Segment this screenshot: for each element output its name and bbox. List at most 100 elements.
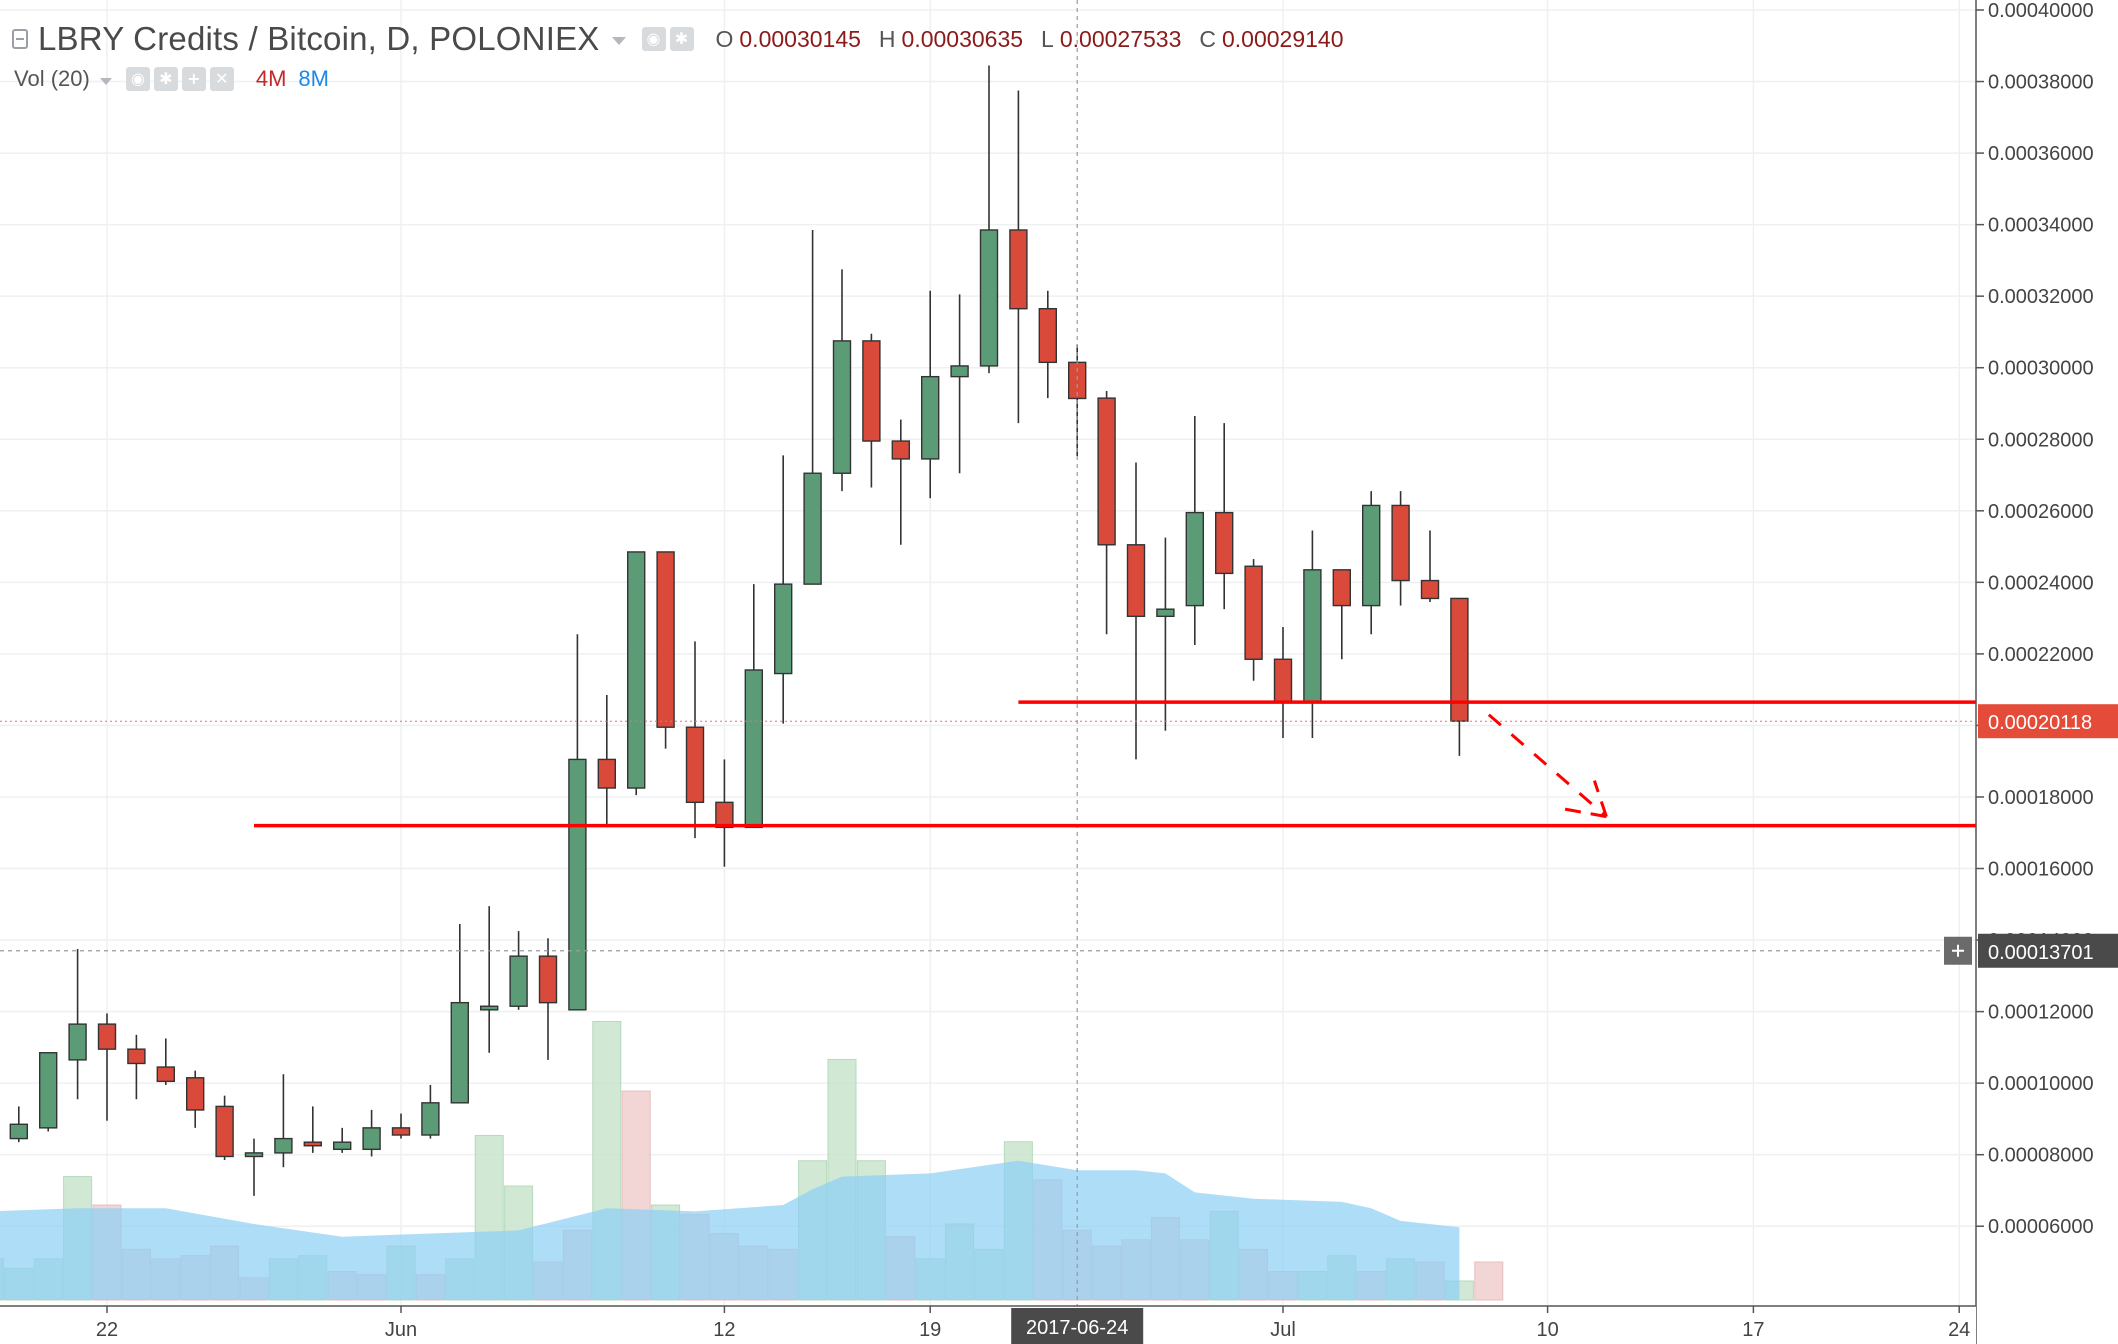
volume-indicator-label[interactable]: Vol (20) — [14, 66, 90, 91]
high-key: H — [878, 25, 896, 52]
projection-arrowhead — [1592, 780, 1608, 818]
last-price-bg — [1978, 704, 2118, 739]
candle-body — [480, 1005, 499, 1011]
candle-body — [1450, 597, 1469, 722]
candle-body — [1126, 544, 1146, 618]
candle-body — [627, 551, 646, 789]
candle-body — [891, 440, 910, 460]
y-tick-label: 0.00028000 — [1988, 429, 2094, 451]
y-tick-label: 0.00022000 — [1988, 644, 2094, 666]
x-tick-label: 17 — [1742, 1319, 1764, 1341]
candle-body — [1244, 565, 1263, 660]
close-icon[interactable]: ✕ — [209, 67, 234, 91]
candle-body — [156, 1066, 176, 1083]
volume-value: 4M — [255, 66, 287, 91]
candles — [9, 65, 1469, 1196]
candle-body — [215, 1105, 234, 1158]
candle-body — [509, 955, 528, 1007]
y-tick-label: 0.00038000 — [1988, 72, 2094, 94]
candle-body — [68, 1023, 87, 1061]
candle-body — [832, 340, 852, 474]
crosshair-price-label: 0.00013701 — [1988, 942, 2094, 964]
volume-ma-value: 8M — [298, 66, 329, 91]
chevron-down-icon[interactable] — [611, 37, 626, 45]
high-value: 0.00030635 — [901, 25, 1024, 52]
candle-body — [362, 1127, 381, 1151]
candle-body — [450, 1001, 469, 1104]
x-tick-label: Jun — [385, 1319, 417, 1341]
open-value: 0.00030145 — [739, 25, 861, 52]
candle-body — [921, 375, 940, 460]
y-tick-label: 0.00026000 — [1988, 501, 2094, 523]
candle-body — [9, 1123, 29, 1140]
candle-body — [1273, 658, 1293, 703]
y-tick-label: 0.00012000 — [1988, 1002, 2094, 1024]
gear-icon[interactable]: ✱ — [669, 27, 694, 51]
chevron-down-icon[interactable] — [99, 77, 112, 85]
projection-arrow — [1487, 713, 1608, 818]
y-tick-label: 0.00018000 — [1988, 787, 2094, 809]
crosshair-price-bg — [1978, 933, 2118, 968]
y-tick-label: 0.00040000 — [1988, 0, 2094, 22]
candle-body — [744, 669, 763, 829]
candle-body — [244, 1152, 264, 1158]
y-tick-label: 0.00030000 — [1988, 358, 2094, 380]
volume-bar — [1474, 1261, 1504, 1301]
candle-body — [333, 1141, 352, 1151]
candle-body — [685, 726, 705, 804]
drawings[interactable] — [0, 0, 2018, 1306]
x-tick-label: 19 — [919, 1319, 941, 1341]
volume-pane — [0, 1020, 1504, 1301]
x-tick-label: 24 — [1948, 1319, 1970, 1341]
chart-title[interactable]: LBRY Credits / Bitcoin, D, POLONIEX — [38, 20, 600, 57]
candle-body — [1185, 511, 1205, 607]
candle-body — [97, 1023, 117, 1050]
open-key: O — [715, 25, 734, 52]
eye-icon[interactable]: ◉ — [125, 67, 150, 91]
candle-body — [1156, 608, 1175, 618]
candle-body — [1009, 229, 1028, 310]
y-tick-label: 0.00008000 — [1988, 1145, 2094, 1167]
crosshair-date-bg — [1011, 1308, 1144, 1344]
y-tick-label: 0.00034000 — [1988, 215, 2094, 237]
candle-body — [979, 229, 999, 367]
candle-body — [656, 551, 675, 728]
candle-body — [303, 1141, 322, 1147]
x-tick-label: 10 — [1536, 1319, 1558, 1341]
x-tick-label: 12 — [713, 1319, 735, 1341]
candle-body — [862, 340, 881, 442]
low-value: 0.00027533 — [1059, 25, 1182, 52]
time-axis-bg — [0, 1306, 1976, 1344]
candle-body — [421, 1102, 440, 1136]
projection-arrowhead — [1562, 807, 1607, 819]
collapse-icon[interactable] — [12, 29, 28, 49]
plus-icon[interactable]: + — [181, 67, 206, 91]
eye-icon[interactable]: ◉ — [641, 27, 666, 51]
y-tick-label: 0.00024000 — [1988, 572, 2094, 594]
candle-body — [774, 583, 793, 675]
y-tick-label: 0.00010000 — [1988, 1073, 2094, 1095]
x-tick-label: Jul — [1270, 1319, 1296, 1341]
volume-legend: Vol (20) ◉ ✱ + ✕ 4M 8M — [0, 62, 329, 96]
candle-body — [1097, 397, 1116, 546]
candle-body — [127, 1048, 146, 1065]
candle-body — [185, 1077, 205, 1111]
last-price-label: 0.00020118 — [1988, 712, 2092, 734]
symbol-legend: LBRY Credits / Bitcoin, D, POLONIEX ◉ ✱ … — [0, 14, 1344, 64]
close-key: C — [1199, 25, 1216, 52]
y-tick-label: 0.00036000 — [1988, 143, 2094, 165]
candle-body — [538, 955, 558, 1004]
candle-body — [274, 1137, 293, 1154]
candle-body — [1420, 579, 1440, 600]
candle-body — [803, 472, 822, 585]
candle-body — [1303, 569, 1322, 703]
close-value: 0.00029140 — [1221, 25, 1344, 52]
price-axis-bg — [1976, 0, 2118, 1344]
candle-body — [1332, 569, 1352, 607]
candle-body — [391, 1127, 411, 1136]
gear-icon[interactable]: ✱ — [153, 67, 178, 91]
low-key: L — [1041, 25, 1054, 52]
